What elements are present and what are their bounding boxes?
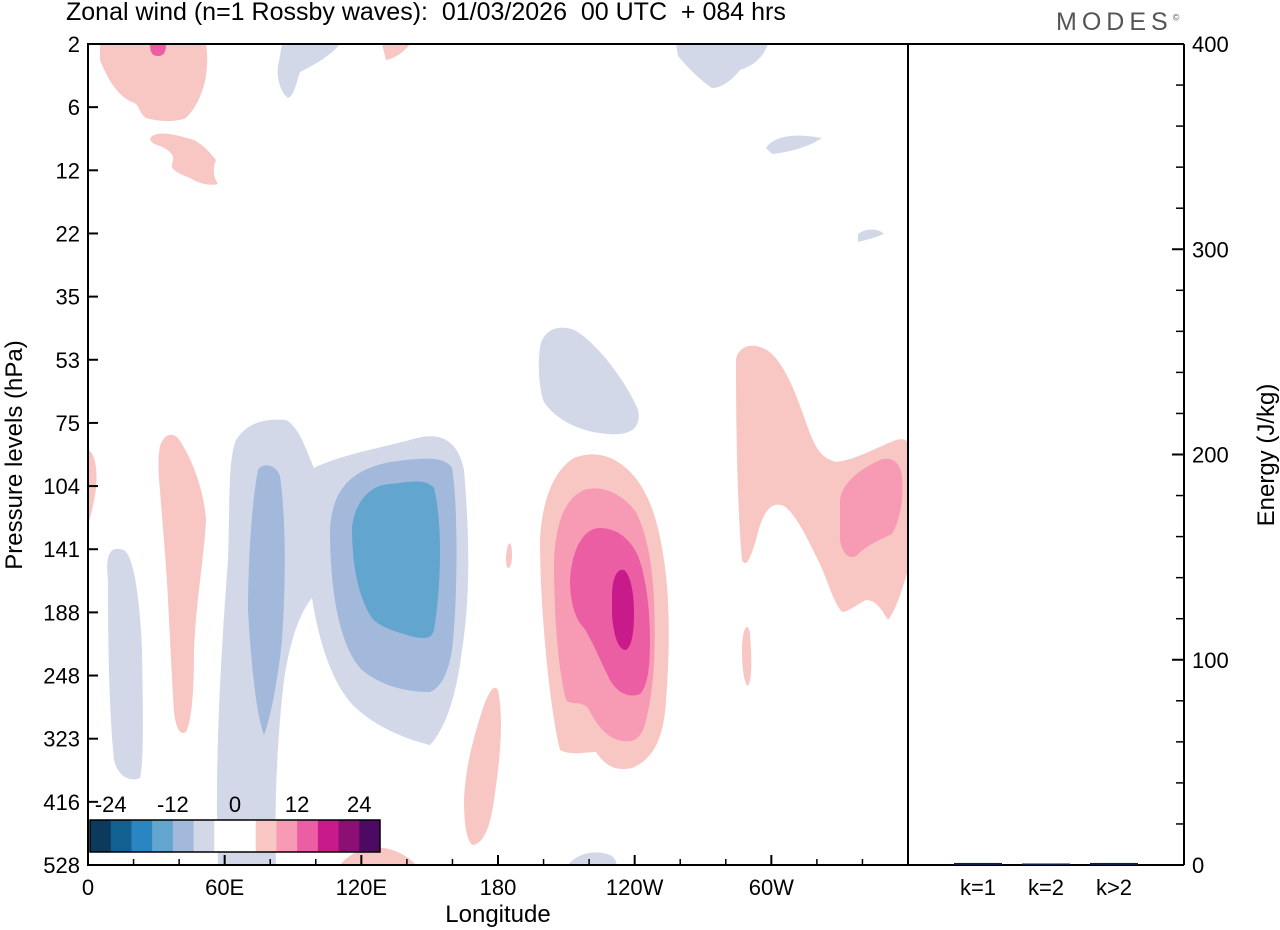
chart-title: Zonal wind (n=1 Rossby waves): 01/03/202… xyxy=(66,0,786,26)
contour-pos4-lower xyxy=(464,687,501,845)
y-tick-label: 416 xyxy=(43,790,80,815)
colorbar-label: 0 xyxy=(229,792,241,817)
colorbar-swatch xyxy=(110,820,132,852)
y-tick-label: 6 xyxy=(68,95,80,120)
brand-logo: MODES© xyxy=(1056,8,1179,37)
colorbar-swatch xyxy=(359,820,381,852)
x-tick-label: 120E xyxy=(336,875,387,900)
x-tick-label: 120W xyxy=(606,875,664,900)
colorbar-swatch xyxy=(235,820,257,852)
colorbar-swatch xyxy=(131,820,153,852)
contour-pos4-thin-1 xyxy=(506,543,512,568)
energy-category-label: k=1 xyxy=(960,875,996,900)
contour-neg4-stratosphere-3 xyxy=(766,135,822,154)
contour-neg4-stratosphere-1 xyxy=(277,44,340,98)
colorbar-label: 12 xyxy=(285,792,309,817)
energy-axis-title: Energy (J/kg) xyxy=(1253,384,1280,527)
contour-neg4-stratosphere-2 xyxy=(676,44,768,88)
contour-pos12-main xyxy=(570,528,650,696)
colorbar-label: -24 xyxy=(95,792,127,817)
energy-tick-label: 400 xyxy=(1192,32,1229,57)
y-tick-label: 248 xyxy=(43,664,80,689)
energy-category-label: k>2 xyxy=(1096,875,1132,900)
colorbar-swatch xyxy=(152,820,174,852)
x-tick-label: 180 xyxy=(480,875,517,900)
energy-tick-label: 100 xyxy=(1192,648,1229,673)
energy-bars: k=1 k=2 k>2 xyxy=(954,862,1138,900)
colorbar-swatch xyxy=(276,820,298,852)
y-axis: 2 6 12 22 35 53 75 104 141 188 248 323 416 528 xyxy=(43,32,98,878)
colorbar-label: 24 xyxy=(347,792,371,817)
energy-bar xyxy=(954,862,1002,865)
y-tick-label: 22 xyxy=(56,221,80,246)
energy-tick-label: 200 xyxy=(1192,443,1229,468)
energy-bar xyxy=(1090,862,1138,865)
contour-neg4-stratosphere-4 xyxy=(858,229,884,242)
x-tick-label: 60W xyxy=(749,875,794,900)
contour-pos4-east xyxy=(736,345,908,620)
colorbar-swatch xyxy=(193,820,215,852)
contour-pos8-stratosphere xyxy=(150,44,166,56)
contour-field xyxy=(88,44,908,865)
contour-neg8-west xyxy=(248,465,285,735)
energy-tick-label: 0 xyxy=(1192,853,1204,878)
brand-text: MODES xyxy=(1056,8,1173,36)
colorbar: -24 -12 0 12 24 xyxy=(89,792,381,853)
contour-pos4-stratosphere-2 xyxy=(382,44,410,60)
contour-neg4-surface xyxy=(568,852,617,865)
energy-tick-label: 300 xyxy=(1192,237,1229,262)
contour-neg4-upper xyxy=(538,327,639,435)
energy-category-label: k=2 xyxy=(1028,875,1064,900)
colorbar-swatch xyxy=(172,820,195,852)
energy-bar xyxy=(1022,863,1070,865)
brand-mark: © xyxy=(1172,12,1180,23)
y-tick-label: 528 xyxy=(43,853,80,878)
contour-pos4-stratosphere-3 xyxy=(150,133,218,185)
contour-neg12-core xyxy=(352,481,440,638)
colorbar-frame xyxy=(89,819,381,853)
x-axis-title: Longitude xyxy=(445,901,550,928)
y-tick-label: 12 xyxy=(56,158,80,183)
y-tick-label: 53 xyxy=(56,348,80,373)
y-axis-title: Pressure levels (hPa) xyxy=(1,340,28,569)
x-tick-label: 60E xyxy=(205,875,244,900)
contour-neg4-west-column xyxy=(107,548,143,780)
colorbar-swatch xyxy=(297,820,319,852)
x-axis: 0 60E 120E 180 120W 60W xyxy=(82,855,864,900)
colorbar-swatch xyxy=(317,820,340,852)
x-tick-label: 0 xyxy=(82,875,94,900)
y-tick-label: 35 xyxy=(56,285,80,310)
contour-pos8-east xyxy=(840,458,903,558)
colorbar-swatch xyxy=(338,820,360,852)
y-tick-label: 2 xyxy=(68,32,80,57)
contour-pos4-stratosphere-1 xyxy=(100,44,208,121)
contour-pos4-west-column xyxy=(158,434,206,734)
colorbar-swatch xyxy=(255,820,277,852)
colorbar-swatch xyxy=(214,820,236,852)
y-tick-label: 323 xyxy=(43,727,80,752)
contour-pos4-thin-2 xyxy=(742,627,752,686)
energy-axis: 0 100 200 300 400 xyxy=(1172,32,1229,878)
y-tick-label: 75 xyxy=(56,411,80,436)
y-tick-label: 188 xyxy=(43,600,80,625)
contour-pos4-west-edge xyxy=(88,450,97,525)
y-tick-label: 104 xyxy=(43,474,80,499)
colorbar-swatch xyxy=(90,820,112,852)
contour-pos16-core xyxy=(612,569,634,650)
y-tick-label: 141 xyxy=(43,537,80,562)
colorbar-label: -12 xyxy=(157,792,189,817)
